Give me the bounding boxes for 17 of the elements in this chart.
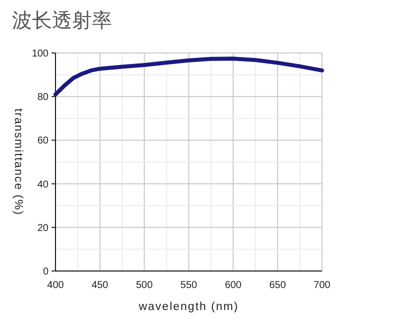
x-tick-label: 600 bbox=[224, 280, 242, 291]
x-tick-label: 700 bbox=[314, 280, 331, 291]
x-tick-label: 650 bbox=[269, 280, 286, 291]
line-series bbox=[54, 56, 324, 96]
x-axis-title: wavelength (nm) bbox=[138, 301, 239, 313]
x-tick-label: 500 bbox=[136, 280, 154, 291]
x-tick-label: 400 bbox=[47, 280, 64, 291]
y-tick-label: 0 bbox=[42, 266, 49, 278]
x-tick-label: 550 bbox=[180, 280, 198, 291]
y-axis-title: transmittance (%) bbox=[12, 108, 24, 216]
y-tick-label: 40 bbox=[37, 179, 49, 190]
y-tick-label: 100 bbox=[32, 48, 49, 60]
y-tick-label: 20 bbox=[37, 222, 49, 234]
y-tick-label: 80 bbox=[37, 92, 49, 104]
x-tick-label: 450 bbox=[92, 280, 109, 291]
y-tick-label: 60 bbox=[37, 136, 49, 147]
chart-title: 波长透射率 bbox=[12, 10, 112, 32]
